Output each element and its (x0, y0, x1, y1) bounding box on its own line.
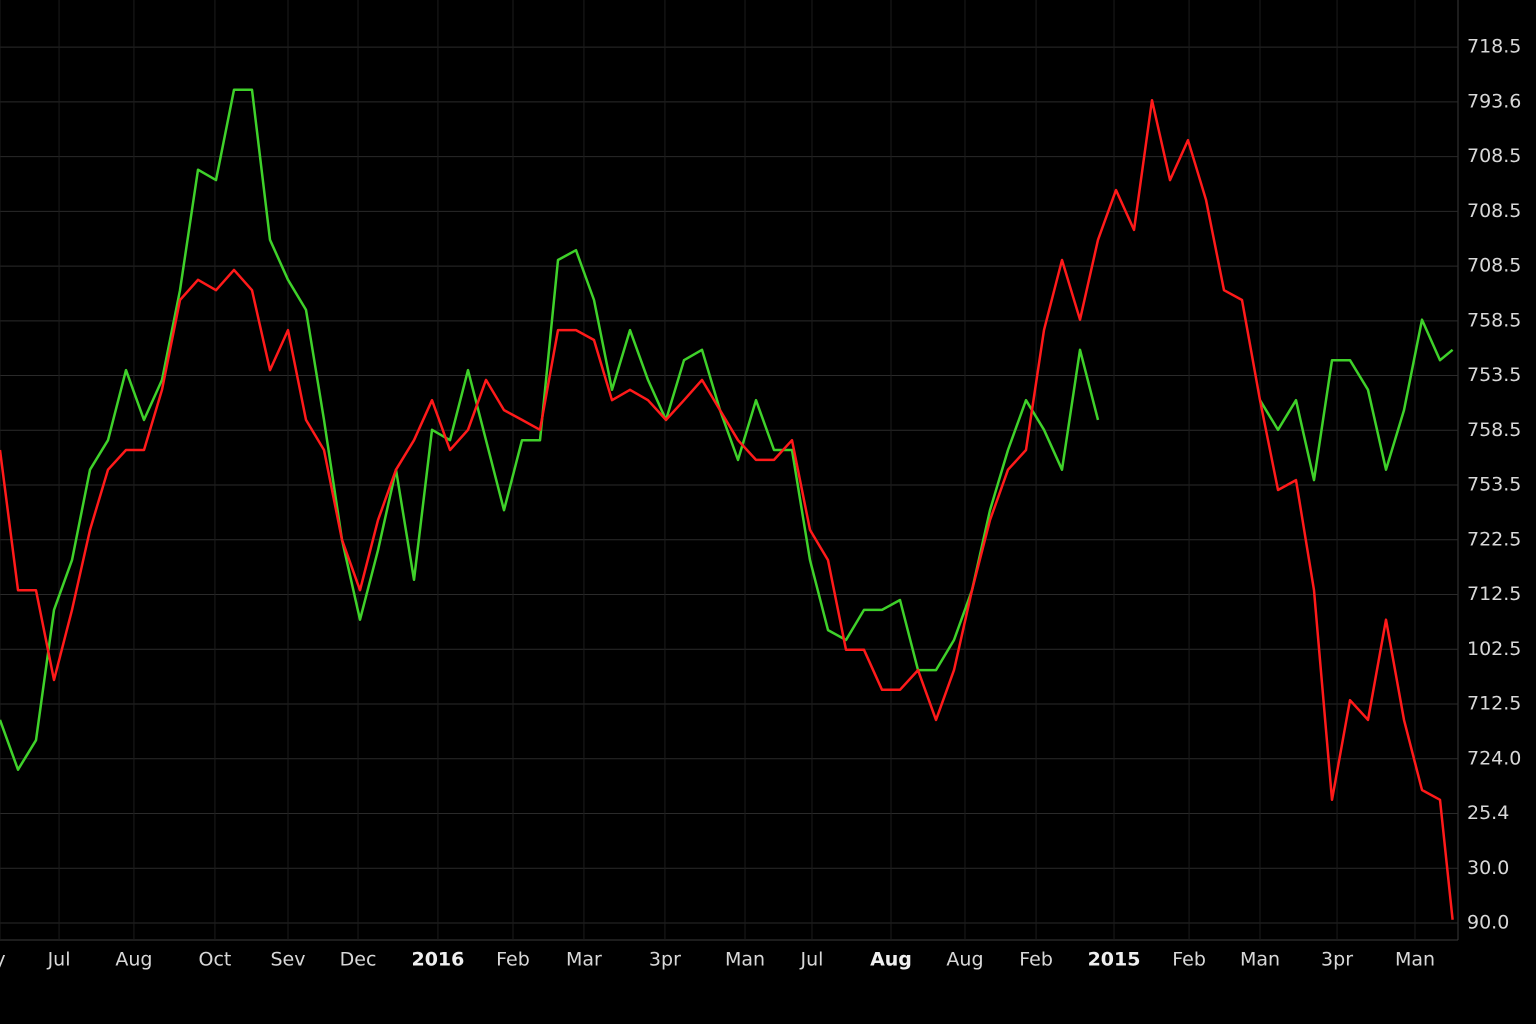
y-tick-label: 712.5 (1467, 583, 1521, 605)
y-tick-label: 708.5 (1467, 255, 1521, 277)
x-tick-label: Man (1395, 949, 1435, 971)
x-tick-label: 3pr (649, 949, 681, 971)
series-line (0, 88, 1454, 771)
y-tick-label: 753.5 (1467, 364, 1521, 386)
y-tick-label: 102.5 (1467, 638, 1521, 660)
y-tick-label: 25.4 (1467, 802, 1509, 824)
x-tick-label: Man (725, 949, 765, 971)
y-tick-label: 90.0 (1467, 912, 1509, 934)
y-tick-label: 708.5 (1467, 200, 1521, 222)
x-tick-label: Oct (198, 949, 231, 971)
x-tick-label: Mar (566, 949, 602, 971)
x-tick-label: Dec (340, 949, 377, 971)
y-tick-label: 718.5 (1467, 36, 1521, 58)
x-tick-label: Aug (870, 949, 912, 971)
x-tick-label: Feb (1019, 949, 1053, 971)
x-tick-label: Jul (47, 949, 71, 971)
x-tick-label: Aug (946, 949, 983, 971)
x-tick-label: Sev (271, 949, 306, 971)
x-tick-label: 3pr (1321, 949, 1353, 971)
y-tick-label: 724.0 (1467, 747, 1521, 769)
x-tick-label: 2016 (411, 949, 464, 971)
y-tick-label: 793.6 (1467, 90, 1521, 112)
y-tick-label: 753.5 (1467, 474, 1521, 496)
series-line (0, 98, 1454, 920)
y-tick-label: 758.5 (1467, 309, 1521, 331)
y-tick-label: 30.0 (1467, 857, 1509, 879)
x-tick-label: Feb (1172, 949, 1206, 971)
x-tick-label: Man (1240, 949, 1280, 971)
x-tick-label: 2015 (1088, 949, 1141, 971)
x-tick-label: Feb (496, 949, 530, 971)
x-tick-label: y (0, 949, 6, 971)
y-tick-label: 712.5 (1467, 693, 1521, 715)
x-tick-label: Jul (800, 949, 824, 971)
y-tick-label: 758.5 (1467, 419, 1521, 441)
x-tick-label: Aug (115, 949, 152, 971)
y-tick-label: 722.5 (1467, 528, 1521, 550)
y-tick-label: 708.5 (1467, 145, 1521, 167)
